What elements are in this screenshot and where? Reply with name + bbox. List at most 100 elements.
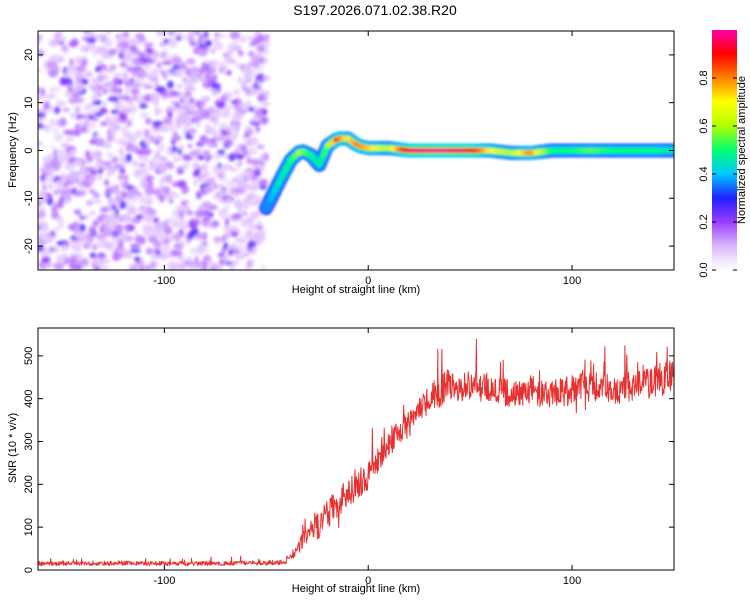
spectrogram-noise-cell — [155, 149, 161, 158]
spectrogram-noise-cell — [117, 248, 126, 255]
spectrogram-noise-cell — [199, 177, 207, 183]
spectrogram-noise-cell — [101, 165, 109, 171]
spectrogram-noise-cell — [140, 112, 150, 118]
spectrogram-noise-cell — [242, 211, 248, 216]
spectrogram-noise-cell — [43, 234, 54, 241]
spectrogram-noise-cell — [87, 84, 98, 89]
spectrogram-noise-cell — [135, 191, 142, 198]
spectrogram-noise-cell — [255, 125, 260, 133]
spectrogram-noise-cell — [164, 70, 173, 76]
spectrogram-noise-cell — [43, 101, 50, 110]
spectrogram-noise-cell — [172, 210, 177, 219]
spectrogram-noise-cell — [250, 173, 259, 182]
spectrogram-noise-cell — [252, 71, 257, 77]
spectrogram-noise-cell — [246, 147, 258, 156]
spectrogram-noise-cell — [59, 220, 64, 229]
spectrogram-noise-cell — [245, 230, 253, 237]
spectrogram-noise-cell — [61, 44, 68, 51]
spectrogram-noise-cell — [153, 80, 160, 88]
spectrogram-noise-cell — [119, 236, 131, 242]
colorbar-label: Normalized spectral amplitude — [736, 76, 748, 224]
spectrogram-noise-cell — [199, 48, 207, 57]
spectrogram-noise-cell — [253, 232, 260, 240]
spectrogram-noise-cell — [160, 124, 165, 132]
spectrogram-noise-cell — [61, 243, 68, 252]
spectrogram-noise-cell — [228, 248, 233, 256]
spectrogram-noise-cell — [103, 229, 113, 237]
colorbar-tick-label: 0.4 — [698, 166, 710, 181]
spectrogram-noise-cell — [201, 201, 212, 210]
spectrogram-noise-cell — [172, 261, 181, 270]
spectrogram-noise-cell — [105, 186, 111, 195]
spectrogram-noise-cell — [159, 197, 164, 204]
spectrogram-noise-cell — [237, 245, 247, 252]
snr-y-tick-label: 200 — [23, 475, 35, 493]
spectrogram-noise-cell — [124, 174, 129, 183]
spectrogram-noise-cell — [53, 156, 59, 164]
spectrogram-noise-cell — [225, 93, 232, 102]
spectrogram-noise-cell — [261, 75, 271, 81]
spectrogram-noise-cell — [181, 185, 189, 194]
spectrogram-noise-cell — [38, 86, 41, 94]
spectrogram-noise-cell — [61, 142, 70, 149]
spectrogram-noise-cell — [127, 206, 137, 215]
spectrogram-noise-cell — [87, 33, 96, 38]
spectrogram-noise-cell — [194, 31, 202, 36]
spectrogram-noise-cell — [94, 137, 105, 147]
spectrogram-x-tick-label: 100 — [563, 275, 581, 287]
spectrogram-noise-cell — [145, 175, 155, 181]
spectrogram-noise-cell — [113, 76, 120, 86]
spectrogram-noise-cell — [109, 187, 121, 193]
spectrogram-noise-cell — [163, 116, 173, 125]
spectrogram-noise-cell — [163, 38, 170, 44]
spectrogram-noise-cell — [253, 60, 260, 68]
spectrogram-noise-cell — [180, 258, 186, 264]
spectrogram-noise-cell — [192, 115, 199, 123]
spectrogram-noise-cell — [178, 144, 185, 151]
spectrogram-noise-cell — [210, 48, 216, 54]
spectrogram-noise-cell — [119, 167, 126, 175]
spectrogram-noise-cell — [65, 83, 74, 87]
spectrogram-noise-cell — [201, 209, 212, 217]
spectrogram-noise-cell — [53, 32, 59, 42]
spectrogram-noise-cell — [247, 240, 257, 249]
spectrogram-noise-cell — [114, 46, 125, 51]
spectrogram-noise-cell — [41, 88, 46, 96]
spectrogram-noise-cell — [238, 255, 244, 260]
spectrogram-noise-cell — [91, 122, 97, 129]
spectrogram-noise-cell — [261, 101, 271, 107]
spectrogram-noise-cell — [245, 265, 252, 270]
spectrogram-noise-cell — [162, 60, 173, 66]
spectrogram-noise-cell — [217, 33, 227, 39]
spectrogram-noise-cell — [129, 109, 135, 114]
snr-background — [38, 328, 674, 570]
spectrogram-noise-cell — [207, 60, 214, 66]
spectrogram-noise-cell — [41, 256, 51, 264]
spectrogram-noise-cell — [236, 153, 244, 160]
spectrogram-noise-cell — [152, 120, 164, 127]
spectrogram-ridge-layer — [259, 131, 674, 215]
spectrogram-noise-cell — [88, 228, 97, 234]
spectrogram-noise-cell — [178, 116, 188, 125]
spectrogram-noise-cell — [238, 76, 243, 85]
spectrogram-noise-cell — [42, 184, 47, 191]
spectrogram-noise-cell — [122, 107, 131, 115]
spectrogram-noise-cell — [241, 204, 249, 210]
spectrogram-noise-cell — [227, 182, 238, 190]
spectrogram-noise-cell — [61, 253, 68, 262]
spectrogram-noise-cell — [199, 135, 208, 142]
spectrogram-noise-cell — [202, 150, 211, 156]
spectrogram-noise-cell — [169, 145, 178, 153]
spectrogram-noise-cell — [254, 31, 259, 36]
spectrogram-noise-cell — [99, 265, 109, 270]
spectrogram-noise-cell — [79, 223, 85, 232]
spectrogram-noise-cell — [54, 225, 60, 232]
spectrogram-noise-cell — [118, 147, 125, 156]
spectrogram-noise-cell — [80, 59, 88, 67]
spectrogram-noise-cell — [139, 181, 149, 189]
spectrogram-noise-cell — [38, 68, 42, 73]
spectrogram-noise-cell — [252, 247, 258, 255]
spectrogram-noise-cell — [158, 67, 163, 73]
spectrogram-noise-cell — [146, 247, 152, 255]
spectrogram-noise-cell — [95, 34, 105, 39]
